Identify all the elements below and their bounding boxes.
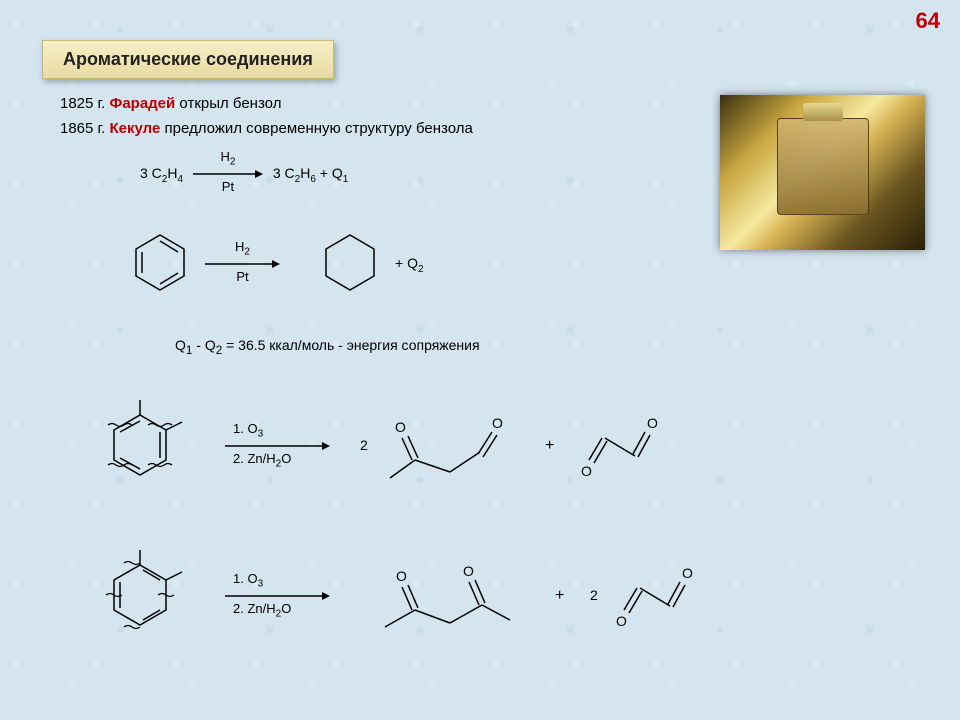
rest-1: открыл бензол bbox=[175, 95, 281, 112]
svg-text:O: O bbox=[492, 415, 503, 431]
svg-text:O: O bbox=[616, 613, 627, 629]
r4-step2: 2. Zn/H2O bbox=[233, 601, 338, 620]
svg-text:O: O bbox=[463, 563, 474, 579]
txt: H bbox=[167, 165, 177, 181]
history-line-1: 1825 г. Фарадей открыл бензол bbox=[60, 95, 281, 112]
r1-cond-bot: Pt bbox=[193, 179, 263, 194]
r4-product2-icon: O O bbox=[610, 548, 705, 643]
rest-2: предложил современную структуру бензола bbox=[160, 120, 472, 137]
r1-arrow: H2 Pt bbox=[193, 165, 263, 181]
perfume-image bbox=[720, 95, 925, 250]
oxylene-1-icon bbox=[100, 395, 195, 495]
history-line-2: 1865 г. Кекуле предложил современную стр… bbox=[60, 120, 473, 137]
r3-arrow: 1. O3 2. Zn/H2O bbox=[225, 437, 330, 453]
r4-product1-icon: O O bbox=[370, 545, 520, 645]
conjugation-energy: Q1 - Q2 = 36.5 ккал/моль - энергия сопря… bbox=[175, 337, 480, 357]
sub: 2 bbox=[418, 264, 424, 275]
q1: Q bbox=[175, 337, 186, 353]
q2: Q bbox=[205, 337, 216, 353]
eq: = 36.5 ккал/моль - энергия сопряжения bbox=[222, 337, 479, 353]
year-1: 1825 г. bbox=[60, 95, 110, 112]
page-number: 64 bbox=[916, 8, 940, 34]
cyclohexane-icon bbox=[320, 230, 380, 295]
heading-title: Ароматические соединения bbox=[42, 40, 334, 79]
scientist-1: Фарадей bbox=[110, 95, 176, 112]
r2-arrow-group: H2 Pt bbox=[205, 255, 280, 271]
r3-arrow-group: 1. O3 2. Zn/H2O bbox=[225, 437, 330, 453]
txt: H bbox=[300, 165, 310, 181]
r4-plus: + bbox=[555, 587, 564, 605]
reaction-1: 3 C2H4 H2 Pt 3 C2H6 + Q1 bbox=[140, 165, 348, 185]
txt: 3 C bbox=[140, 165, 162, 181]
txt: 3 C bbox=[273, 165, 295, 181]
r3-step2: 2. Zn/H2O bbox=[233, 451, 338, 470]
r4-arrow: 1. O3 2. Zn/H2O bbox=[225, 587, 330, 603]
r2-arrow: H2 Pt bbox=[205, 255, 280, 271]
r2-tail: + Q2 bbox=[395, 255, 424, 275]
benzene-icon bbox=[130, 230, 190, 295]
r2-cond-top: H2 bbox=[205, 239, 280, 258]
svg-text:O: O bbox=[647, 415, 658, 431]
svg-text:O: O bbox=[682, 565, 693, 581]
r2-cond-bot: Pt bbox=[205, 269, 280, 284]
r3-step1: 1. O3 bbox=[233, 421, 338, 440]
svg-text:O: O bbox=[396, 568, 407, 584]
year-2: 1865 г. bbox=[60, 120, 110, 137]
r3-coeff: 2 bbox=[360, 437, 368, 453]
r3-product2-icon: O O bbox=[575, 398, 670, 493]
scientist-2: Кекуле bbox=[110, 120, 161, 137]
r4-arrow-group: 1. O3 2. Zn/H2O bbox=[225, 587, 330, 603]
r4-step1: 1. O3 bbox=[233, 571, 338, 590]
r1-cond-top: H2 bbox=[193, 149, 263, 168]
svg-text:O: O bbox=[581, 463, 592, 479]
oxylene-2-icon bbox=[100, 545, 195, 645]
r4-coeff: 2 bbox=[590, 587, 598, 603]
sub: 1 bbox=[343, 174, 349, 185]
r3-plus: + bbox=[545, 437, 554, 455]
r1-product: 3 C2H6 + Q1 bbox=[273, 165, 348, 181]
txt: + Q bbox=[395, 255, 418, 271]
r1-reagent: 3 C2H4 bbox=[140, 165, 187, 181]
txt: + Q bbox=[316, 165, 343, 181]
r3-product1-icon: O O bbox=[380, 400, 510, 490]
minus: - bbox=[192, 337, 204, 353]
svg-text:O: O bbox=[395, 419, 406, 435]
sub: 4 bbox=[177, 174, 183, 185]
